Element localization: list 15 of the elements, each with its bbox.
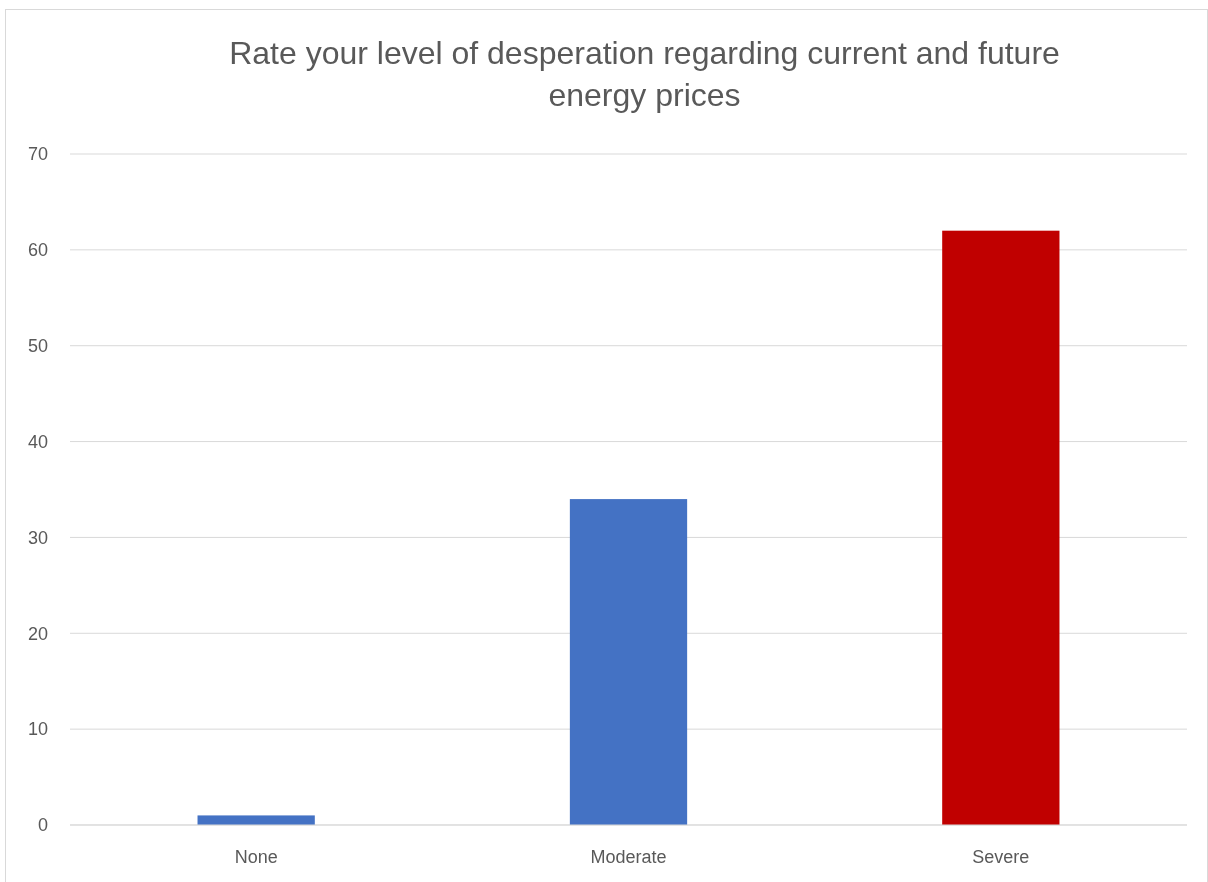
- y-tick-label: 50: [27, 336, 48, 357]
- y-tick-label: 40: [27, 431, 48, 452]
- bar: [942, 230, 1060, 825]
- y-tick-label: 10: [27, 719, 48, 740]
- chart-title: Rate your level of desperation regarding current and future energy prices: [229, 35, 1060, 113]
- bar: [569, 499, 688, 825]
- y-tick-label: 70: [27, 144, 48, 165]
- x-tick-label: None: [234, 847, 278, 867]
- x-tick-label: Moderate: [590, 847, 667, 867]
- y-tick-label: 60: [27, 240, 48, 261]
- x-tick-label: Severe: [972, 847, 1030, 867]
- y-tick-label: 20: [27, 623, 48, 644]
- y-tick-label: 0: [37, 815, 48, 836]
- bar: [197, 815, 315, 825]
- y-tick-label: 30: [27, 527, 48, 548]
